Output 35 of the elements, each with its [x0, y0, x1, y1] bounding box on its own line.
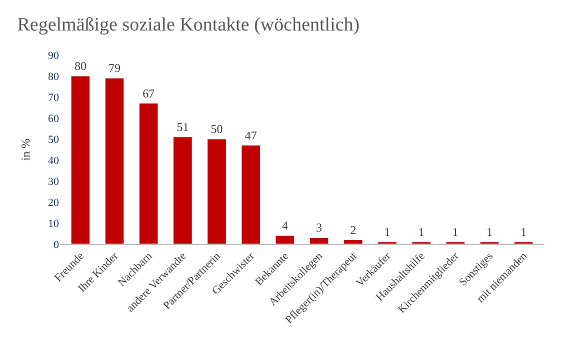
data-label: 67 — [142, 86, 155, 100]
bar — [344, 240, 363, 244]
bar — [241, 145, 260, 244]
y-tick-label: 40 — [48, 154, 60, 167]
data-label: 79 — [108, 61, 121, 76]
bar — [139, 103, 158, 244]
data-label: 3 — [316, 220, 322, 235]
bar — [207, 138, 226, 244]
data-label: 1 — [384, 224, 390, 239]
y-tick-label: 10 — [48, 218, 60, 230]
chart-title: Regelmäßige soziale Kontakte (wöchentlich) — [17, 14, 360, 36]
data-label: 80 — [74, 59, 86, 73]
data-label: 51 — [176, 120, 189, 134]
y-tick-label: 30 — [48, 176, 60, 188]
y-tick-label: 50 — [48, 134, 60, 146]
y-tick-label: 60 — [48, 112, 60, 125]
data-label: 4 — [282, 218, 288, 233]
y-tick-label: 20 — [48, 196, 60, 209]
data-label: 2 — [350, 222, 356, 237]
bar — [104, 78, 124, 244]
data-label: 1 — [520, 224, 527, 239]
data-label: 1 — [486, 224, 492, 239]
y-tick-label: 80 — [48, 70, 60, 83]
data-label: 1 — [452, 224, 458, 239]
data-label: 47 — [244, 128, 257, 142]
bar — [173, 136, 192, 244]
y-tick-label: 0 — [54, 238, 60, 251]
y-tick-label: 70 — [48, 92, 60, 104]
y-tick-label: 90 — [48, 50, 60, 62]
y-axis-title: in % — [18, 138, 32, 161]
bar — [309, 237, 329, 244]
data-label: 50 — [210, 122, 223, 136]
bar — [70, 76, 90, 244]
data-label: 1 — [418, 224, 424, 239]
bar — [275, 235, 295, 244]
